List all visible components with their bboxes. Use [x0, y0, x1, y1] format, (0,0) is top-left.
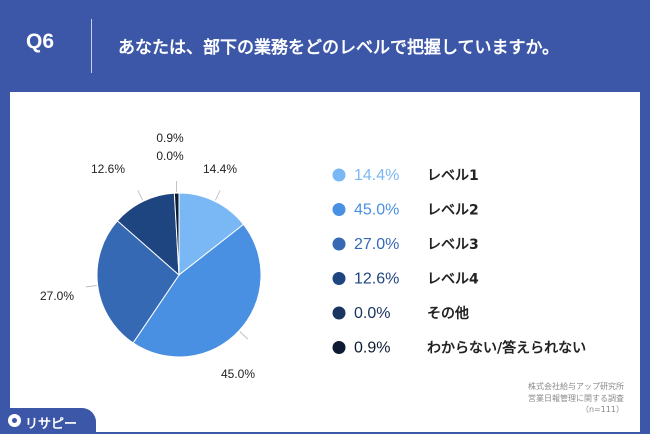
legend-swatch: [332, 306, 346, 320]
pie-value-label: 27.0%: [40, 289, 74, 303]
chart-card: 14.4% 45.0% 27.0% 12.6% 0.0% 0.9% 14.4% レベル1 45…: [10, 92, 640, 432]
pie-chart: 14.4% 45.0% 27.0% 12.6% 0.0% 0.9% 14.4% レベル1 45…: [40, 131, 586, 381]
pie-value-label: 0.9%: [156, 131, 184, 145]
pie-value-label: 45.0%: [221, 367, 255, 381]
source-line: 営業日報管理に関する調査: [528, 393, 624, 403]
brand-name: リサピー: [25, 417, 78, 432]
pie-value-label: 12.6%: [91, 162, 125, 176]
legend-item: 27.0% レベル3: [332, 236, 479, 253]
legend-swatch: [332, 203, 346, 216]
pie-value-label: 14.4%: [203, 162, 237, 176]
legend-percent: 12.6%: [354, 271, 399, 288]
leader-line: [239, 331, 249, 340]
legend-swatch: [332, 168, 346, 182]
legend-label: レベル2: [427, 203, 479, 219]
legend-item: 45.0% レベル2: [332, 202, 479, 219]
pie-leader-lines: [85, 181, 249, 340]
legend-item: 12.6% レベル4: [332, 271, 479, 288]
question-number: Q6: [26, 30, 55, 53]
leader-line: [85, 285, 97, 288]
header-divider: [91, 19, 92, 73]
pie-slices: [96, 192, 262, 358]
brand-mark-icon: [8, 414, 21, 427]
legend-swatch: [332, 237, 346, 251]
pie-slice: [132, 223, 262, 358]
source-note: 株式会社給与アップ研究所 営業日報管理に関する調査 （n=111）: [528, 381, 624, 416]
pie-slice: [96, 220, 180, 344]
legend-item: 14.4% レベル1: [332, 167, 479, 184]
pie-value-labels: 14.4% 45.0% 27.0% 12.6% 0.0% 0.9%: [40, 131, 255, 381]
legend-label: レベル4: [427, 272, 479, 288]
question-title: あなたは、部下の業務をどのレベルで把握していますか。: [118, 38, 560, 58]
legend-percent: 27.0%: [354, 236, 399, 253]
legend-label: レベル3: [427, 237, 479, 253]
legend-percent: 45.0%: [354, 202, 399, 219]
legend-percent: 0.0%: [354, 305, 390, 322]
source-line: 株式会社給与アップ研究所: [528, 382, 624, 391]
brand-logo: リサピー: [0, 408, 96, 434]
pie-slice: [178, 192, 245, 277]
legend-item: 0.9% わからない/答えられない: [332, 340, 586, 357]
legend-label: レベル1: [427, 168, 479, 184]
pie-slice: [173, 192, 180, 276]
legend-label: その他: [427, 305, 469, 322]
legend-percent: 14.4%: [354, 167, 399, 184]
legend-swatch: [332, 341, 346, 354]
source-line: （n=111）: [580, 405, 624, 414]
legend-percent: 0.9%: [354, 340, 390, 357]
legend-item: 0.0% その他: [332, 305, 469, 322]
legend: 14.4% レベル1 45.0% レベル2 27.0% レベル3 12.6% レベル4 0.0%…: [332, 167, 586, 357]
pie-value-label: 0.0%: [156, 149, 184, 163]
header: Q6 あなたは、部下の業務をどのレベルで把握していますか。: [0, 0, 650, 92]
leader-line: [137, 190, 144, 201]
legend-swatch: [332, 272, 346, 285]
pie-slice: [116, 192, 180, 277]
legend-label: わからない/答えられない: [427, 340, 586, 357]
leader-line: [214, 190, 221, 201]
